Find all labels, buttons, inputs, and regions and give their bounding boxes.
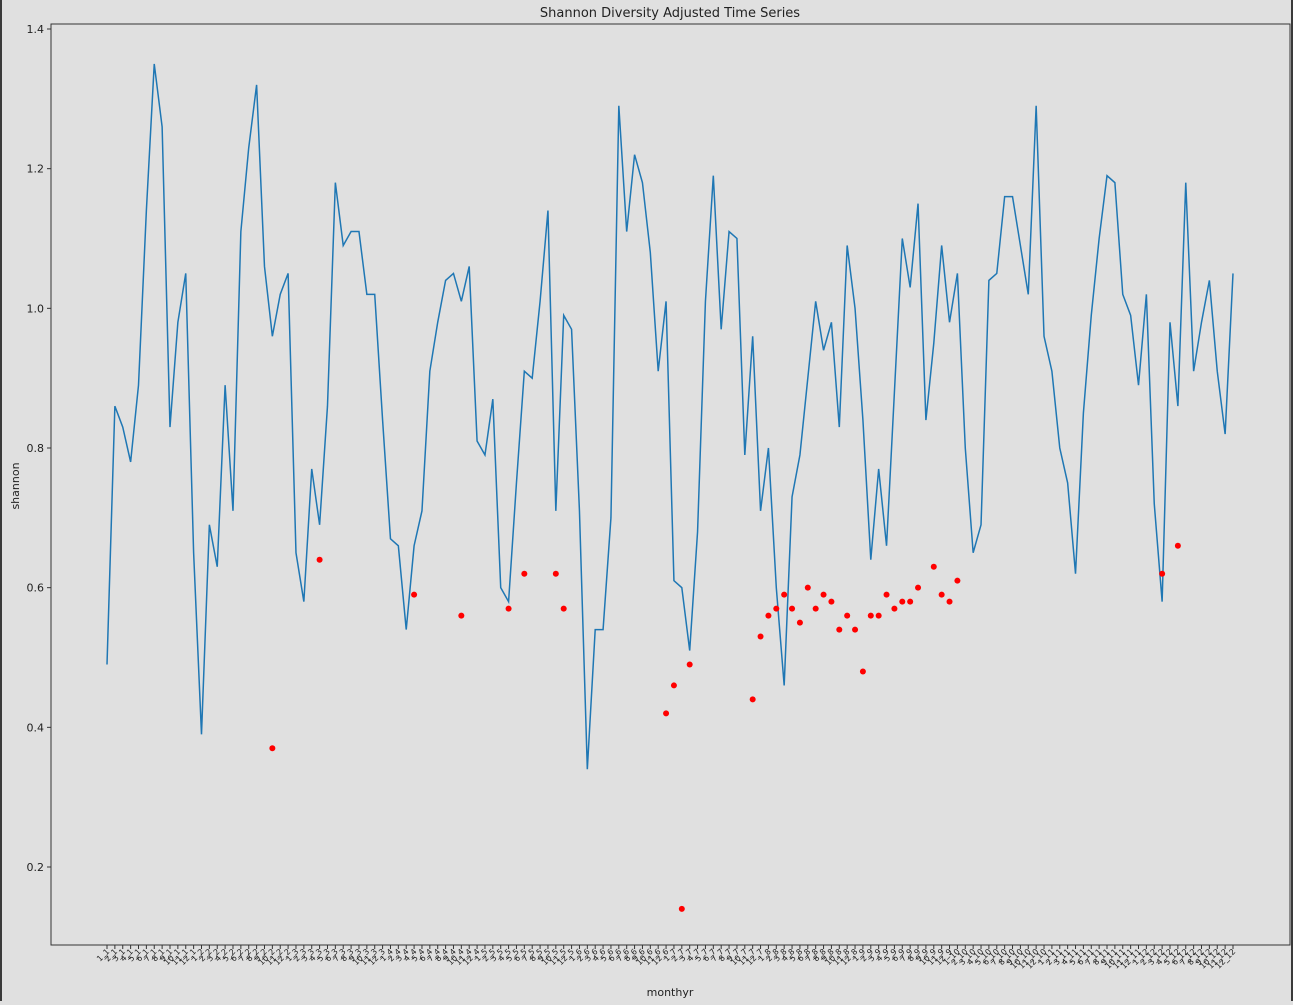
y-tick-label: 0.4: [27, 721, 45, 734]
x-axis: 1_12_13_14_15_16_17_18_19_110_111_112_11…: [95, 945, 1237, 971]
scatter-point: [804, 584, 811, 591]
scatter-point: [757, 633, 764, 640]
scatter-point: [781, 591, 788, 598]
scatter-point: [411, 591, 418, 598]
scatter-point: [954, 577, 961, 584]
y-tick-label: 1.2: [27, 163, 45, 176]
scatter-point: [875, 612, 882, 619]
chart-title: Shannon Diversity Adjusted Time Series: [540, 6, 800, 21]
scatter-point: [828, 598, 835, 605]
y-tick-label: 0.6: [27, 582, 45, 595]
scatter-point: [560, 605, 567, 612]
scatter-point: [765, 612, 772, 619]
window-edge-right: [1291, 0, 1293, 1001]
scatter-point: [678, 905, 685, 912]
scatter-point: [883, 591, 890, 598]
scatter-point: [458, 612, 465, 619]
y-tick-label: 0.2: [27, 861, 45, 874]
scatter-point: [891, 605, 898, 612]
scatter-point: [552, 570, 559, 577]
y-tick-label: 0.8: [27, 442, 45, 455]
y-tick-label: 1.4: [27, 23, 45, 36]
scatter-point: [749, 696, 756, 703]
plot-area: [50, 23, 1291, 946]
scatter-point: [773, 605, 780, 612]
scatter-point: [836, 626, 843, 633]
scatter-point: [946, 598, 953, 605]
window-edge-left: [0, 0, 2, 1001]
scatter-point: [1159, 570, 1166, 577]
scatter-point: [521, 570, 528, 577]
scatter-point: [1174, 542, 1181, 549]
y-axis: 0.2 0.4 0.6 0.8 1.0 1.2 1.4: [27, 23, 51, 874]
scatter-point: [670, 682, 677, 689]
scatter-point: [899, 598, 906, 605]
scatter-point: [867, 612, 874, 619]
scatter-point: [505, 605, 512, 612]
scatter-point: [663, 710, 670, 717]
scatter-point: [859, 668, 866, 675]
scatter-point: [852, 626, 859, 633]
scatter-point: [820, 591, 827, 598]
scatter-point: [907, 598, 914, 605]
scatter-point: [269, 745, 276, 752]
y-tick-label: 1.0: [27, 302, 45, 315]
scatter-point: [796, 619, 803, 626]
scatter-point: [930, 563, 937, 570]
scatter-point: [915, 584, 922, 591]
x-axis-label: monthyr: [647, 986, 694, 999]
scatter-point: [789, 605, 796, 612]
series-line: [106, 63, 1234, 770]
y-axis-label: shannon: [9, 462, 22, 509]
scatter-point: [844, 612, 851, 619]
scatter-points: [269, 542, 1181, 912]
scatter-point: [938, 591, 945, 598]
scatter-point: [316, 556, 323, 563]
scatter-point: [812, 605, 819, 612]
scatter-point: [686, 661, 693, 668]
